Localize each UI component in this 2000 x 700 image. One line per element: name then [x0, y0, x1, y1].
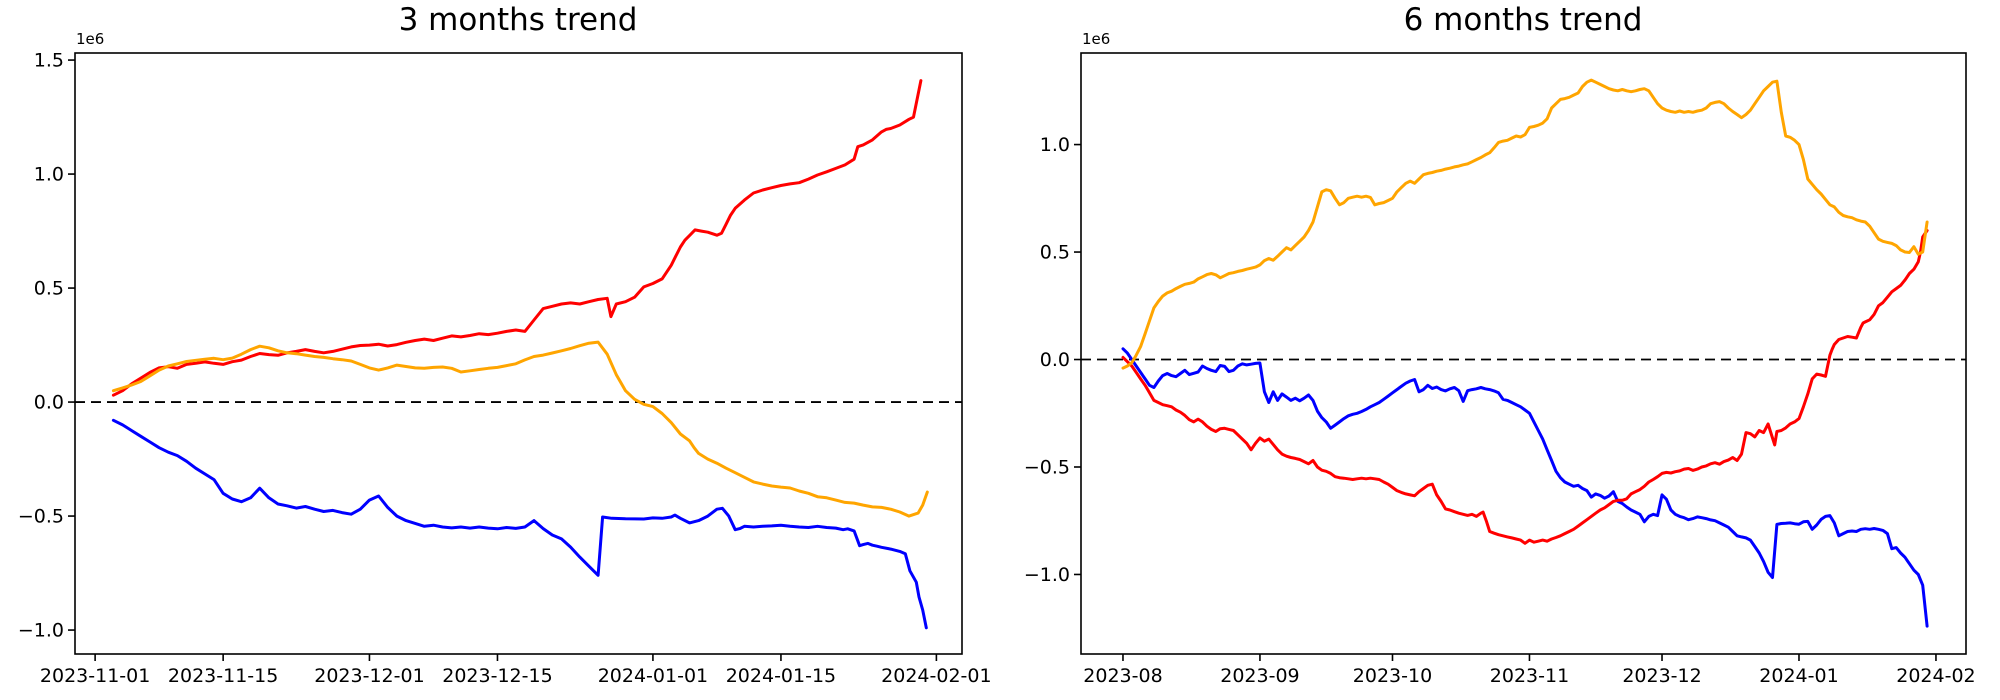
- x-tick-label-right: 2023-10: [1353, 665, 1432, 687]
- x-tick-label-right: 2023-09: [1220, 665, 1299, 687]
- blue-series-line-left: [111, 418, 928, 630]
- chart-title-3-months: 3 months trend: [398, 2, 638, 38]
- x-tick-label-right: 2023-08: [1083, 665, 1162, 687]
- x-tick-label-left: 2024-01-15: [726, 665, 836, 687]
- x-tick-label-right: 2024-01: [1759, 665, 1838, 687]
- x-tick-label-right: 2023-12: [1622, 665, 1701, 687]
- x-tick-label-left: 2023-12-01: [314, 665, 424, 687]
- y-tick-label-left: 1.5: [34, 50, 64, 72]
- plot-border-right: [1080, 52, 1967, 655]
- y-tick-label-left: −1.0: [18, 620, 64, 642]
- x-tick-label-right: 2024-02: [1896, 665, 1975, 687]
- chart-title-6-months: 6 months trend: [1403, 2, 1643, 38]
- x-tick-label-left: 2024-01-01: [598, 665, 708, 687]
- x-tick-label-right: 2023-11: [1490, 665, 1569, 687]
- y-tick-label-left: 0.5: [34, 278, 64, 300]
- plot-border-left: [74, 52, 963, 655]
- orange-series-line-left: [111, 340, 929, 518]
- orange-series-line-right: [1121, 78, 1929, 370]
- y-tick-label-left: 0.0: [34, 392, 64, 414]
- y-tick-label-right: −0.5: [1024, 456, 1070, 478]
- y-tick-label-right: 1.0: [1040, 134, 1070, 156]
- red-series-line-left: [111, 79, 923, 397]
- y-tick-label-left: 1.0: [34, 164, 64, 186]
- y-tick-label-left: −0.5: [18, 506, 64, 528]
- x-tick-label-left: 2023-11-01: [40, 665, 150, 687]
- x-tick-label-left: 2023-12-15: [442, 665, 552, 687]
- y-axis-offset-label-left: 1e6: [76, 30, 105, 48]
- y-tick-label-right: −1.0: [1024, 564, 1070, 586]
- x-tick-label-left: 2023-11-15: [168, 665, 278, 687]
- y-axis-offset-label-right: 1e6: [1082, 30, 1111, 48]
- y-tick-label-right: 0.0: [1040, 349, 1070, 371]
- blue-series-line-right: [1121, 347, 1929, 628]
- y-tick-label-right: 0.5: [1040, 242, 1070, 264]
- red-series-line-right: [1121, 229, 1929, 545]
- x-tick-label-left: 2024-02-01: [881, 665, 991, 687]
